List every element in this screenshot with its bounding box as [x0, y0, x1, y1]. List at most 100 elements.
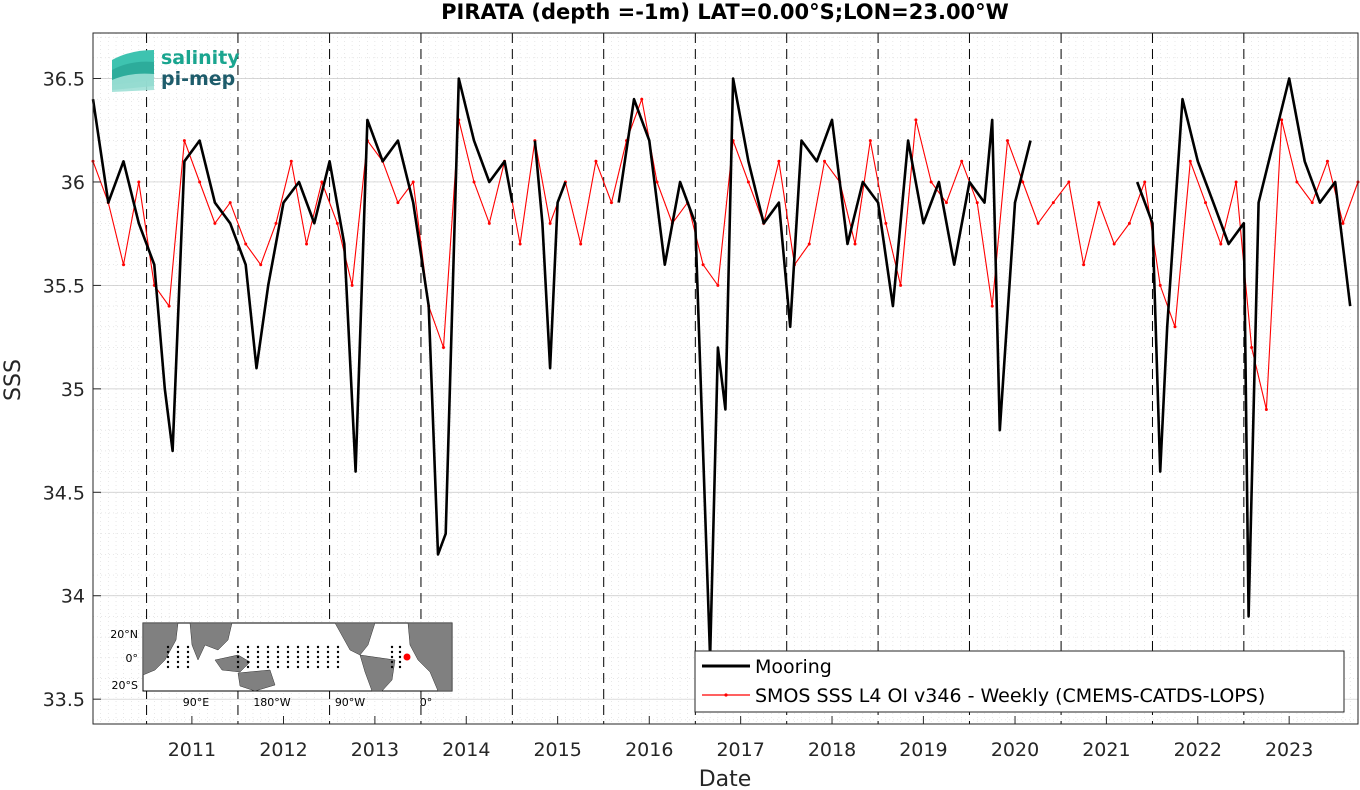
series-smos-point: [1082, 263, 1086, 267]
series-smos-point: [137, 180, 141, 184]
x-tick-label: 2022: [1174, 739, 1222, 761]
logo-wave-icon: [112, 50, 154, 92]
series-smos-point: [487, 221, 491, 225]
series-smos-point: [213, 221, 217, 225]
series-smos-point: [1264, 408, 1268, 412]
inset-mooring-dot: [236, 660, 240, 664]
inset-mooring-dot: [236, 655, 240, 659]
inset-mooring-dot: [176, 650, 180, 654]
inset-mooring-dot: [246, 650, 250, 654]
inset-x-label-90e: 90°E: [183, 696, 209, 709]
series-smos-point: [274, 221, 278, 225]
inset-mooring-dot: [276, 655, 280, 659]
inset-mooring-dot: [276, 650, 280, 654]
inset-mooring-dot: [236, 645, 240, 649]
series-smos-point: [350, 283, 354, 287]
inset-mooring-dot: [266, 655, 270, 659]
inset-mooring-dot: [286, 645, 290, 649]
legend-box: [694, 650, 1345, 713]
inset-mooring-dot: [166, 645, 170, 649]
inset-mooring-dot: [176, 660, 180, 664]
series-smos-point: [167, 304, 171, 308]
inset-landmasses: [142, 622, 453, 692]
inset-mooring-dot: [336, 660, 340, 664]
y-tick-label: 34: [61, 586, 85, 608]
inset-x-label-90w: 90°W: [335, 696, 365, 709]
series-smos-point: [289, 159, 293, 163]
inset-mooring-dot: [186, 645, 190, 649]
inset-mooring-dots: [166, 645, 402, 669]
series-smos-point: [411, 180, 415, 184]
series-smos-point: [396, 201, 400, 205]
series-smos-point: [1006, 139, 1010, 143]
chart-title: PIRATA (depth =-1m) LAT=0.00°S;LON=23.00…: [441, 0, 1009, 24]
inset-mooring-dot: [296, 650, 300, 654]
inset-mooring-dot: [306, 650, 310, 654]
inset-mooring-dot: [276, 645, 280, 649]
inset-mooring-dot: [166, 650, 170, 654]
inset-mooring-dot: [246, 665, 250, 669]
series-smos-point: [1310, 201, 1314, 205]
grid-lines: [93, 33, 1358, 724]
series-smos-point: [914, 118, 918, 122]
inset-mooring-dot: [176, 655, 180, 659]
series-mooring-line: [1135, 77, 1352, 618]
inset-mooring-dot: [286, 660, 290, 664]
inset-mooring-dot: [336, 665, 340, 669]
inset-y-label-20n: 20°N: [110, 628, 138, 641]
inset-y-label-0: 0°: [126, 652, 139, 665]
y-tick-label: 35.5: [43, 275, 85, 297]
inset-mooring-dot: [236, 665, 240, 669]
inset-mooring-dot: [276, 665, 280, 669]
series-smos-point: [594, 159, 598, 163]
series-mooring-line: [617, 77, 1032, 660]
x-tick-label: 2021: [1082, 739, 1130, 761]
series-mooring-line: [91, 77, 514, 556]
logo-line2: pi-mep: [161, 68, 235, 90]
series-smos-point: [1280, 118, 1284, 122]
series-smos-point: [1051, 201, 1055, 205]
inset-mooring-dot: [286, 650, 290, 654]
series-smos-point: [823, 159, 827, 163]
series-smos-point: [1234, 180, 1238, 184]
inset-mooring-dot: [336, 650, 340, 654]
inset-mooring-dot: [246, 660, 250, 664]
series-smos-point: [716, 283, 720, 287]
series-smos-point: [868, 139, 872, 143]
series-smos-point: [228, 201, 232, 205]
inset-x-label-0: 0°: [420, 696, 433, 709]
series-smos-point: [1204, 201, 1208, 205]
x-tick-label: 2013: [351, 739, 399, 761]
series-smos-point: [472, 180, 476, 184]
series-smos-point: [960, 159, 964, 163]
inset-y-labels: 20°N 0° 20°S: [110, 628, 138, 692]
x-tick-label: 2011: [168, 739, 216, 761]
inset-mooring-dot: [296, 645, 300, 649]
x-tick-label: 2018: [808, 739, 856, 761]
series-mooring-line: [533, 140, 567, 370]
series-smos-point: [1295, 180, 1299, 184]
inset-mooring-dot: [246, 655, 250, 659]
series-smos-line: [92, 97, 1359, 410]
series-smos-point: [244, 242, 248, 246]
series-smos-point: [1143, 180, 1147, 184]
inset-x-label-180w: 180°W: [253, 696, 290, 709]
series-smos-point: [198, 180, 202, 184]
inset-mooring-dot: [390, 655, 394, 659]
x-tick-label: 2019: [899, 739, 947, 761]
series-smos-point: [975, 201, 979, 205]
series-smos-point: [518, 242, 522, 246]
series-smos-point: [320, 180, 324, 184]
inset-mooring-dot: [256, 665, 260, 669]
inset-mooring-dot: [326, 660, 330, 664]
series-smos-point: [884, 221, 888, 225]
x-axis-label: Date: [699, 767, 752, 790]
y-axis-ticks: 33.5 34 34.5 35 35.5 36 36.5: [43, 69, 101, 711]
series-smos-point: [746, 180, 750, 184]
x-tick-label: 2014: [442, 739, 490, 761]
x-tick-label: 2016: [625, 739, 673, 761]
series-smos-point: [701, 263, 705, 267]
inset-mooring-dot: [306, 660, 310, 664]
series-smos-point: [1127, 221, 1131, 225]
inset-mooring-dot: [186, 665, 190, 669]
